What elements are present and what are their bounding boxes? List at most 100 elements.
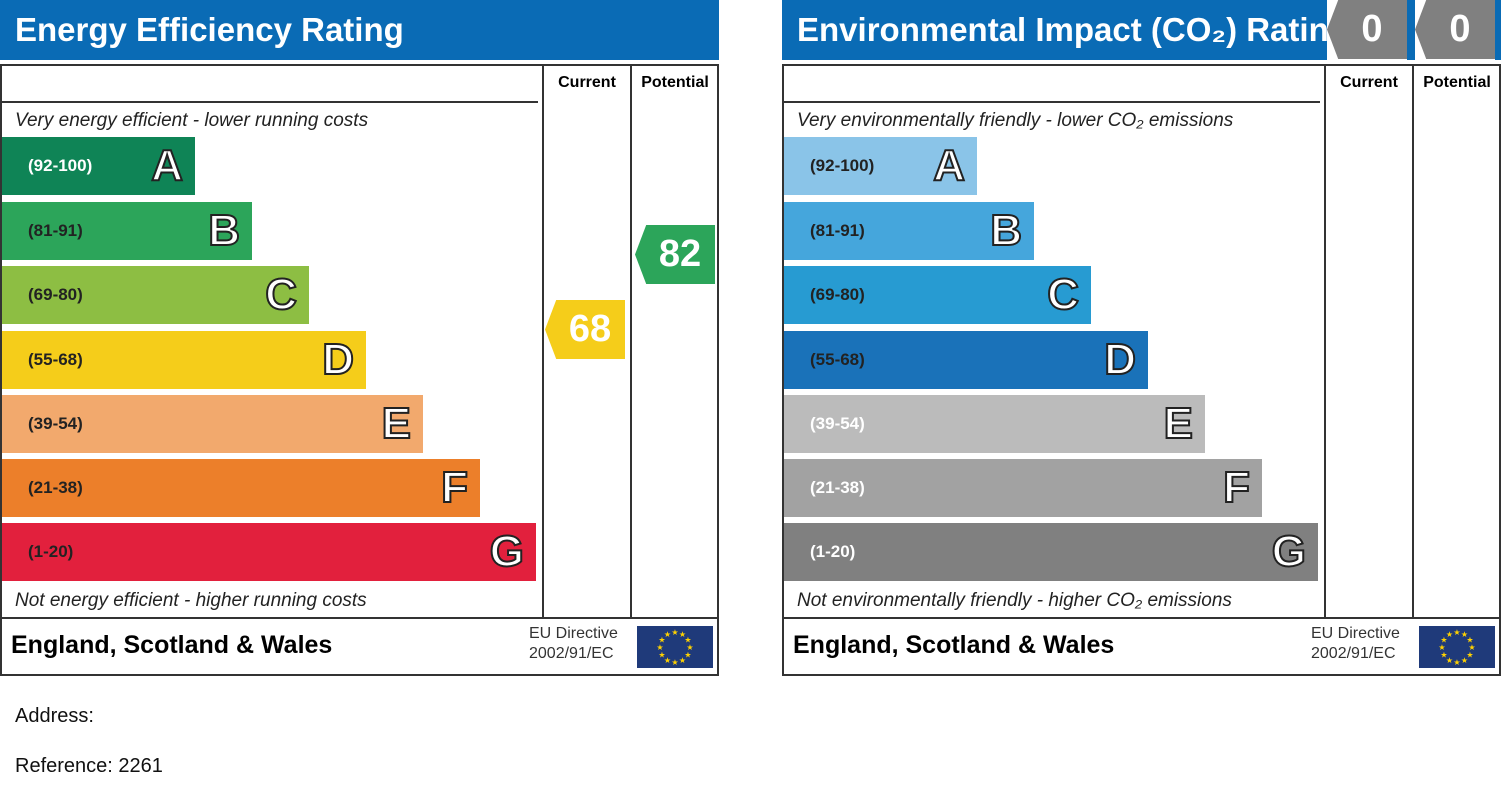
- svg-text:★: ★: [1466, 636, 1473, 645]
- top-note: Very environmentally friendly - lower CO…: [797, 110, 1234, 131]
- band-range: (21-38): [810, 478, 865, 497]
- band-bar-e: (39-54) E: [2, 395, 423, 453]
- band-range: (39-54): [28, 414, 83, 433]
- band-range: (55-68): [28, 350, 83, 369]
- band-letter: A: [150, 140, 184, 191]
- band-bar-f: (21-38) F: [2, 459, 480, 517]
- band-range: (81-91): [28, 221, 83, 240]
- region-label: England, Scotland & Wales: [11, 631, 333, 659]
- band-range: (39-54): [810, 414, 865, 433]
- band-letter: G: [489, 526, 525, 577]
- svg-text:★: ★: [658, 651, 665, 660]
- top-note: Very energy efficient - lower running co…: [15, 110, 369, 131]
- title-bar-segment: [1407, 0, 1415, 60]
- band-bar-c: (69-80) C: [2, 266, 309, 324]
- band-letter: B: [207, 205, 241, 256]
- svg-text:★: ★: [1440, 651, 1447, 660]
- column-header-potential: Potential: [641, 74, 709, 91]
- eu-flag-icon: ★ ★ ★ ★ ★ ★ ★ ★ ★ ★ ★ ★: [1419, 626, 1495, 668]
- bottom-note: Not energy efficient - higher running co…: [15, 590, 367, 611]
- band-letter: D: [1103, 334, 1137, 385]
- svg-text:★: ★: [1453, 658, 1460, 667]
- address-label: Address:: [15, 705, 94, 727]
- band-bar-b: (81-91) B: [784, 202, 1034, 260]
- band-range: (55-68): [810, 350, 865, 369]
- svg-text:★: ★: [1466, 651, 1473, 660]
- band-range: (92-100): [810, 156, 875, 175]
- svg-text:★: ★: [656, 643, 663, 652]
- column-header-current: Current: [1340, 74, 1398, 91]
- svg-text:★: ★: [686, 643, 693, 652]
- column-header-potential: Potential: [1423, 74, 1491, 91]
- band-letter: E: [381, 398, 412, 449]
- title-bar-segment: [1495, 0, 1501, 60]
- band-range: (92-100): [28, 156, 93, 175]
- svg-text:★: ★: [684, 651, 691, 660]
- band-range: (81-91): [810, 221, 865, 240]
- energy-efficiency-chart: Energy Efficiency Rating Current Potential…: [0, 0, 719, 676]
- svg-text:★: ★: [1453, 628, 1460, 637]
- band-range: (21-38): [28, 478, 83, 497]
- band-bar-g: (1-20) G: [784, 523, 1318, 581]
- potential-rating-arrow: 0: [1415, 0, 1495, 59]
- band-range: (69-80): [28, 285, 83, 304]
- band-letter: F: [1222, 462, 1251, 513]
- svg-text:★: ★: [679, 630, 686, 639]
- eu-directive-line1: EU Directive: [529, 625, 618, 642]
- current-rating-arrow: 0: [1327, 0, 1407, 59]
- svg-text:★: ★: [679, 656, 686, 665]
- band-letter: D: [321, 334, 355, 385]
- potential-rating-arrow: 82: [635, 225, 715, 284]
- svg-text:★: ★: [1461, 656, 1468, 665]
- band-letter: C: [1046, 269, 1080, 320]
- band-letter: B: [989, 205, 1023, 256]
- band-bar-a: (92-100) A: [784, 137, 977, 195]
- rating-table: Current Potential Very environmentally fri…: [782, 64, 1501, 676]
- band-letter: A: [932, 140, 966, 191]
- chart-title: Environmental Impact (CO₂) Rating: [782, 0, 1327, 60]
- band-bar-g: (1-20) G: [2, 523, 536, 581]
- eu-directive: EU Directive 2002/91/EC: [1311, 624, 1400, 664]
- footer-divider: [784, 617, 1499, 619]
- band-bar-b: (81-91) B: [2, 202, 252, 260]
- eu-directive-line2: 2002/91/EC: [529, 645, 614, 662]
- column-header-current: Current: [558, 74, 616, 91]
- current-rating-arrow: 68: [545, 300, 625, 359]
- svg-text:★: ★: [1468, 643, 1475, 652]
- eu-flag-icon: ★ ★ ★ ★ ★ ★ ★ ★ ★ ★ ★ ★: [637, 626, 713, 668]
- svg-text:★: ★: [1446, 630, 1453, 639]
- eu-directive: EU Directive 2002/91/EC: [529, 624, 618, 664]
- band-range: (1-20): [810, 542, 856, 561]
- svg-text:★: ★: [664, 630, 671, 639]
- svg-text:★: ★: [671, 628, 678, 637]
- band-bar-e: (39-54) E: [784, 395, 1205, 453]
- band-bar-d: (55-68) D: [2, 331, 366, 389]
- eu-directive-line1: EU Directive: [1311, 625, 1400, 642]
- band-letter: E: [1163, 398, 1194, 449]
- band-bar-f: (21-38) F: [784, 459, 1262, 517]
- eu-directive-line2: 2002/91/EC: [1311, 645, 1396, 662]
- svg-text:★: ★: [658, 636, 665, 645]
- svg-text:★: ★: [664, 656, 671, 665]
- environmental-impact-chart: Environmental Impact (CO₂) Rating Current…: [782, 0, 1501, 676]
- header-divider: [784, 101, 1320, 103]
- band-letter: F: [440, 462, 469, 513]
- svg-text:★: ★: [1446, 656, 1453, 665]
- band-bar-a: (92-100) A: [2, 137, 195, 195]
- svg-text:★: ★: [1440, 636, 1447, 645]
- bottom-note: Not environmentally friendly - higher CO…: [797, 590, 1232, 611]
- column-divider: [1324, 66, 1326, 618]
- band-range: (69-80): [810, 285, 865, 304]
- footer-divider: [2, 617, 717, 619]
- chart-title: Energy Efficiency Rating: [0, 0, 719, 60]
- column-divider: [630, 66, 632, 618]
- svg-text:★: ★: [1461, 630, 1468, 639]
- svg-text:★: ★: [1438, 643, 1445, 652]
- svg-text:★: ★: [684, 636, 691, 645]
- region-label: England, Scotland & Wales: [793, 631, 1115, 659]
- band-range: (1-20): [28, 542, 74, 561]
- band-letter: C: [264, 269, 298, 320]
- band-bar-c: (69-80) C: [784, 266, 1091, 324]
- band-bar-d: (55-68) D: [784, 331, 1148, 389]
- header-divider: [2, 101, 538, 103]
